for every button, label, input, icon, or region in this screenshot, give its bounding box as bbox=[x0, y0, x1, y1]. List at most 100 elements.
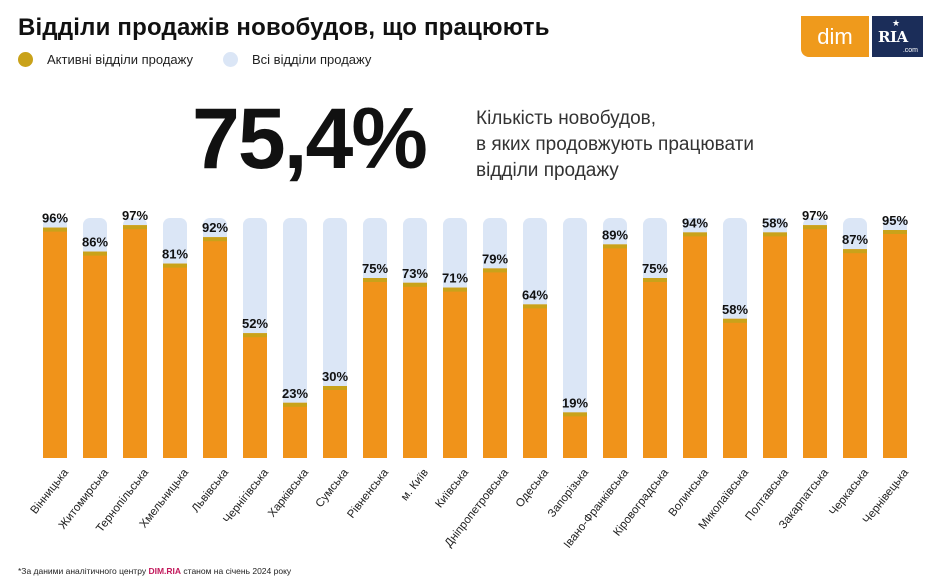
bar-all-7 bbox=[283, 218, 307, 458]
data-label-12: 79% bbox=[482, 251, 508, 266]
bar-active-9 bbox=[363, 278, 387, 458]
bar-active-cap-13 bbox=[523, 304, 547, 309]
bar-active-cap-8 bbox=[323, 386, 347, 390]
bar-active-cap-6 bbox=[243, 333, 267, 338]
bar-active-cap-9 bbox=[363, 278, 387, 282]
legend-item-active: Активні відділи продажу bbox=[18, 52, 193, 67]
bar-active-cap-16 bbox=[643, 278, 667, 282]
chart-legend: Активні відділи продажу Всі відділи прод… bbox=[18, 52, 401, 67]
bar-active-4 bbox=[163, 263, 187, 458]
data-label-16: 75% bbox=[642, 261, 668, 276]
bar-active-cap-10 bbox=[403, 282, 427, 287]
bar-all-14 bbox=[563, 218, 587, 458]
bar-active-21 bbox=[843, 249, 867, 458]
dimria-logo: dim ★ RIA .com bbox=[801, 16, 923, 57]
data-label-11: 71% bbox=[442, 271, 468, 286]
bar-active-cap-3 bbox=[123, 225, 147, 230]
data-label-1: 96% bbox=[42, 211, 68, 226]
category-label-21: Черкаська bbox=[827, 466, 871, 518]
data-label-20: 97% bbox=[802, 208, 828, 223]
bar-active-cap-4 bbox=[163, 263, 187, 268]
category-label-8: Сумська bbox=[314, 466, 352, 510]
bar-active-13 bbox=[523, 304, 547, 458]
bar-active-11 bbox=[443, 287, 467, 458]
footnote: *За даними аналітичного центру DIM.RIA с… bbox=[18, 566, 291, 576]
bar-active-10 bbox=[403, 282, 427, 458]
star-icon: ★ bbox=[892, 18, 901, 28]
description-line: в яких продовжують працювати bbox=[476, 134, 754, 155]
category-label-14: Запорізька bbox=[546, 466, 591, 519]
data-label-10: 73% bbox=[402, 266, 428, 281]
bar-active-cap-5 bbox=[203, 237, 227, 242]
description-line: Кількість новобудов, bbox=[476, 108, 657, 129]
data-label-14: 19% bbox=[562, 395, 588, 410]
page-title: Відділи продажів новобудов, що працюють bbox=[18, 14, 550, 41]
bar-active-cap-21 bbox=[843, 249, 867, 254]
bar-active-cap-22 bbox=[883, 230, 907, 234]
data-label-17: 94% bbox=[682, 215, 708, 230]
bar-active-5 bbox=[203, 237, 227, 458]
category-label-17: Волинська bbox=[667, 466, 712, 519]
data-label-8: 30% bbox=[322, 369, 348, 384]
bar-active-6 bbox=[243, 333, 267, 458]
category-label-9: Рівненська bbox=[345, 466, 391, 520]
bar-active-cap-14 bbox=[563, 412, 587, 417]
footnote-prefix: *За даними аналітичного центру bbox=[18, 566, 149, 576]
logo-dim: dim bbox=[801, 16, 869, 57]
legend-label-all: Всі відділи продажу bbox=[252, 52, 372, 67]
bar-active-cap-18 bbox=[723, 318, 747, 323]
category-label-5: Львівська bbox=[190, 466, 232, 515]
footnote-suffix: станом на січень 2024 року bbox=[181, 566, 292, 576]
category-label-1: Вінницька bbox=[29, 466, 72, 516]
bar-active-cap-15 bbox=[603, 244, 627, 249]
logo-ria-text: RIA bbox=[878, 28, 908, 46]
data-label-21: 87% bbox=[842, 232, 868, 247]
bar-active-22 bbox=[883, 230, 907, 458]
bar-active-cap-20 bbox=[803, 225, 827, 230]
logo-ria: ★ RIA .com bbox=[872, 16, 923, 57]
footnote-brand: DIM.RIA bbox=[148, 566, 182, 576]
bar-active-14 bbox=[563, 412, 587, 458]
data-label-13: 64% bbox=[522, 287, 548, 302]
bar-active-1 bbox=[43, 227, 67, 458]
data-label-9: 75% bbox=[362, 261, 388, 276]
bar-active-cap-17 bbox=[683, 232, 707, 237]
bar-active-12 bbox=[483, 268, 507, 458]
bar-active-cap-12 bbox=[483, 268, 507, 273]
bar-active-cap-11 bbox=[443, 287, 467, 292]
headline-description: Кількість новобудов, в яких продовжують … bbox=[476, 106, 754, 184]
legend-swatch-active bbox=[18, 52, 33, 67]
data-label-4: 81% bbox=[162, 247, 188, 262]
bar-active-19 bbox=[763, 232, 787, 458]
data-label-15: 89% bbox=[602, 227, 628, 242]
bar-active-cap-1 bbox=[43, 227, 67, 232]
data-label-2: 86% bbox=[82, 235, 108, 250]
bar-active-cap-19 bbox=[763, 232, 787, 237]
bar-active-17 bbox=[683, 232, 707, 458]
legend-label-active: Активні відділи продажу bbox=[47, 52, 193, 67]
bar-active-cap-7 bbox=[283, 402, 307, 407]
bar-active-3 bbox=[123, 225, 147, 458]
bar-active-16 bbox=[643, 278, 667, 458]
description-line: відділи продажу bbox=[476, 160, 619, 181]
data-label-22: 95% bbox=[882, 213, 908, 228]
bar-active-2 bbox=[83, 251, 107, 458]
data-label-19: 58% bbox=[762, 215, 788, 230]
legend-item-all: Всі відділи продажу bbox=[223, 52, 371, 67]
category-label-10: м. Київ bbox=[399, 467, 431, 503]
data-label-7: 23% bbox=[282, 386, 308, 401]
data-label-6: 52% bbox=[242, 316, 268, 331]
bar-active-18 bbox=[723, 318, 747, 458]
logo-ria-suffix: .com bbox=[902, 47, 918, 54]
category-label-13: Одеська bbox=[514, 466, 552, 509]
category-label-7: Харківська bbox=[266, 466, 311, 519]
bar-active-20 bbox=[803, 225, 827, 458]
category-label-11: Київська bbox=[433, 466, 471, 510]
bar-active-7 bbox=[283, 402, 307, 458]
data-label-5: 92% bbox=[202, 220, 228, 235]
data-label-3: 97% bbox=[122, 208, 148, 223]
bar-active-8 bbox=[323, 386, 347, 458]
bar-active-15 bbox=[603, 244, 627, 458]
headline-percentage: 75,4% bbox=[192, 91, 428, 187]
